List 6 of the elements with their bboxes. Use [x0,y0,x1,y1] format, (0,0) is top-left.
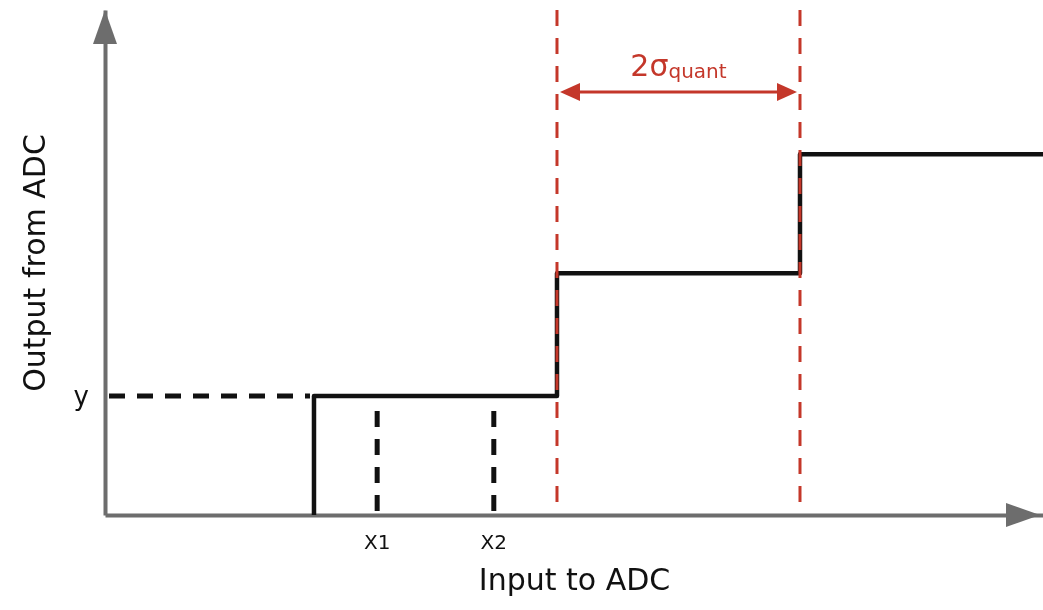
text: y [73,380,89,411]
text: X1 [363,530,391,554]
text: 2σ$_{quant}$ [630,48,727,83]
y-axis-title: Output from ADC [16,134,52,392]
x-axis-title: Input to ADC [478,561,671,597]
text: X2 [480,530,508,554]
